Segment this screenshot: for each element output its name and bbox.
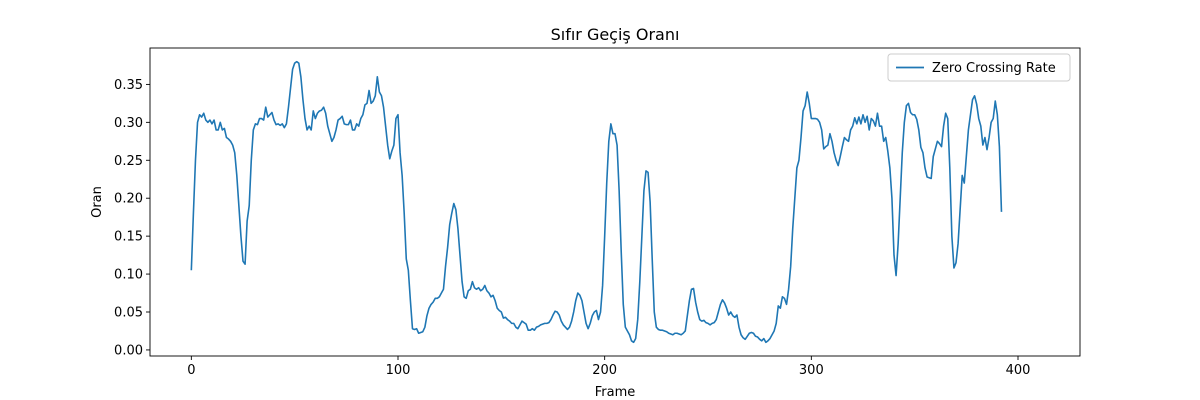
y-axis-label: Oran (90, 186, 105, 218)
x-tick-label: 300 (799, 363, 824, 378)
legend-box (887, 53, 1071, 82)
y-tick-label: 0.25 (114, 154, 143, 169)
axes-frame (149, 47, 1081, 357)
y-tick-label: 0.30 (114, 116, 143, 131)
x-tick-label: 100 (386, 363, 411, 378)
y-tick-label: 0.20 (114, 192, 143, 207)
x-tick-label: 200 (592, 363, 617, 378)
legend-label: Zero Crossing Rate (932, 61, 1056, 76)
plot-area: 0 100 200 300 400 0.00 0.05 0.10 0.15 0.20 0.25 0.3… (114, 47, 1081, 378)
y-tick-label: 0.15 (114, 230, 143, 245)
y-tick-label: 0.05 (114, 306, 143, 321)
x-axis-label: Frame (595, 385, 636, 400)
x-tick-label: 400 (1006, 363, 1031, 378)
series-line-0 (190, 60, 1003, 344)
x-tick-label: 0 (187, 363, 195, 378)
y-tick-label: 0.00 (114, 343, 143, 358)
y-tick-label: 0.10 (114, 268, 143, 283)
chart-title: Sıfır Geçiş Oranı (551, 25, 680, 44)
y-tick-label: 0.35 (114, 78, 143, 93)
